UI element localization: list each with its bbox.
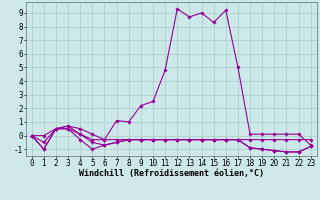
X-axis label: Windchill (Refroidissement éolien,°C): Windchill (Refroidissement éolien,°C) bbox=[79, 169, 264, 178]
